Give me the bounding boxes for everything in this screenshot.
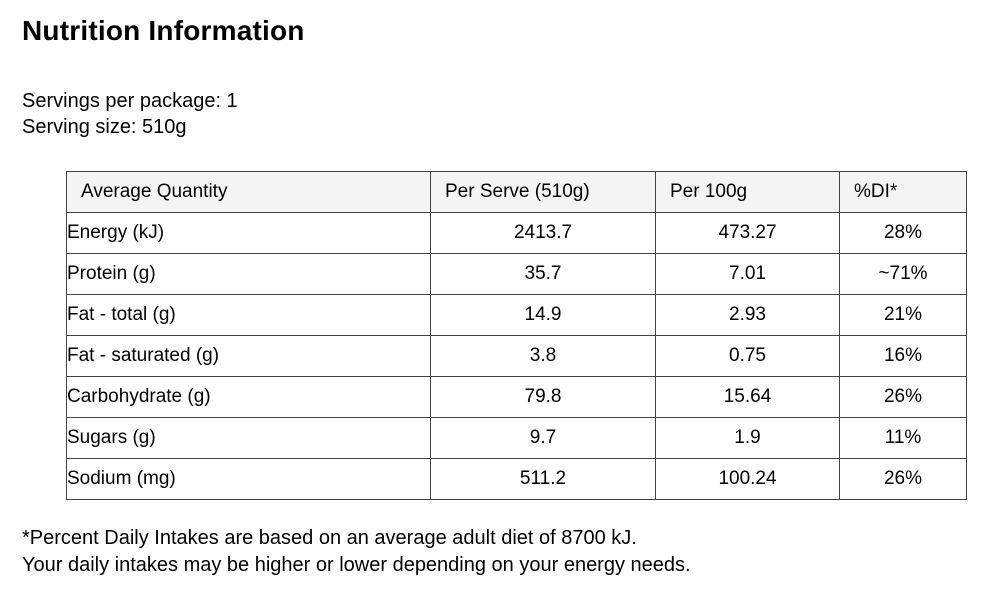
column-header-per-serve: Per Serve (510g) [430, 171, 656, 214]
di-value: 26% [839, 376, 967, 419]
per-100g-value: 473.27 [655, 212, 840, 255]
per-100g-value: 15.64 [655, 376, 840, 419]
per-100g-value: 2.93 [655, 294, 840, 337]
per-serve-value: 511.2 [430, 458, 656, 501]
column-header-average-quantity: Average Quantity [66, 171, 431, 214]
row-label: Energy (kJ) [66, 212, 431, 255]
row-label: Fat - total (g) [66, 294, 431, 337]
column-header-di-percent: %DI* [839, 171, 967, 214]
servings-per-package-line: Servings per package: 1 [22, 90, 238, 113]
row-label: Sugars (g) [66, 417, 431, 460]
row-label: Carbohydrate (g) [66, 376, 431, 419]
footnote-line-2: Your daily intakes may be higher or lowe… [22, 554, 691, 577]
page-title: Nutrition Information [22, 15, 305, 46]
di-value: ~71% [839, 253, 967, 296]
table-row-fat-saturated: Fat - saturated (g) 3.8 0.75 16% [66, 335, 967, 378]
per-serve-value: 3.8 [430, 335, 656, 378]
table-row-carbohydrate: Carbohydrate (g) 79.8 15.64 26% [66, 376, 967, 419]
table-row-fat-total: Fat - total (g) 14.9 2.93 21% [66, 294, 967, 337]
serving-info: Servings per package: 1 Serving size: 51… [22, 88, 978, 140]
per-100g-value: 7.01 [655, 253, 840, 296]
per-100g-value: 0.75 [655, 335, 840, 378]
di-value: 28% [839, 212, 967, 255]
di-value: 26% [839, 458, 967, 501]
per-100g-value: 100.24 [655, 458, 840, 501]
table-header-row: Average Quantity Per Serve (510g) Per 10… [66, 171, 967, 214]
di-value: 11% [839, 417, 967, 460]
column-header-per-100g: Per 100g [655, 171, 840, 214]
di-value: 16% [839, 335, 967, 378]
table-row-sodium: Sodium (mg) 511.2 100.24 26% [66, 458, 967, 501]
per-serve-value: 2413.7 [430, 212, 656, 255]
per-serve-value: 9.7 [430, 417, 656, 460]
table-row-energy: Energy (kJ) 2413.7 473.27 28% [66, 212, 967, 255]
row-label: Sodium (mg) [66, 458, 431, 501]
serving-size-line: Serving size: 510g [22, 116, 187, 139]
per-serve-value: 35.7 [430, 253, 656, 296]
table-row-protein: Protein (g) 35.7 7.01 ~71% [66, 253, 967, 296]
per-100g-value: 1.9 [655, 417, 840, 460]
nutrition-table: Average Quantity Per Serve (510g) Per 10… [66, 171, 967, 501]
per-serve-value: 14.9 [430, 294, 656, 337]
daily-intake-footnote: *Percent Daily Intakes are based on an a… [22, 525, 978, 579]
footnote-line-1: *Percent Daily Intakes are based on an a… [22, 527, 637, 550]
row-label: Protein (g) [66, 253, 431, 296]
table-row-sugars: Sugars (g) 9.7 1.9 11% [66, 417, 967, 460]
per-serve-value: 79.8 [430, 376, 656, 419]
di-value: 21% [839, 294, 967, 337]
row-label: Fat - saturated (g) [66, 335, 431, 378]
